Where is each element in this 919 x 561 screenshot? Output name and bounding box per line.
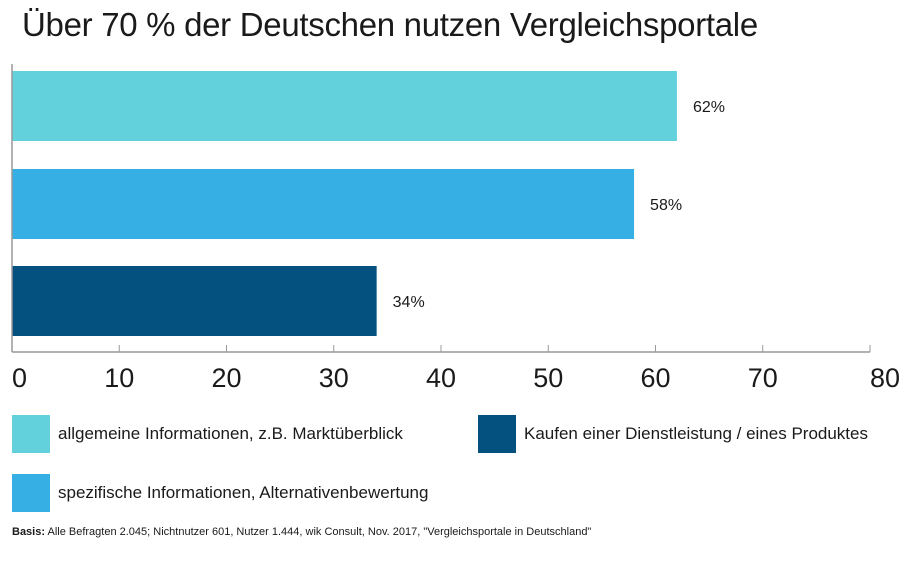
bar-chart: 62% 58% 34% 0 10 20 30 40 50 60 70 80 <box>11 64 900 393</box>
x-tick-label: 30 <box>319 363 349 393</box>
legend-item-spezifische: spezifische Informationen, Alternativenb… <box>12 474 428 512</box>
data-label-3: 34% <box>393 294 425 311</box>
x-tick-label: 70 <box>748 363 778 393</box>
bar-2 <box>12 169 635 239</box>
source-prefix: Basis: <box>12 526 46 538</box>
legend-label: spezifische Informationen, Alternativenb… <box>58 483 429 502</box>
x-tick-label: 0 <box>12 363 27 393</box>
legend-swatch <box>478 415 516 453</box>
x-tick-label: 40 <box>426 363 456 393</box>
legend-item-kaufen: Kaufen einer Dienstleistung / eines Prod… <box>478 415 868 453</box>
chart-title: Über 70 % der Deutschen nutzen Vergleich… <box>22 6 758 43</box>
data-label-2: 58% <box>650 197 682 214</box>
legend-label: Kaufen einer Dienstleistung / eines Prod… <box>524 424 868 443</box>
x-tick-label: 50 <box>533 363 563 393</box>
x-tick-label: 10 <box>104 363 134 393</box>
data-label-1: 62% <box>693 99 725 116</box>
legend-swatch <box>12 474 50 512</box>
legend-item-allgemeine: allgemeine Informationen, z.B. Marktüber… <box>12 415 403 453</box>
x-tick-label: 20 <box>211 363 241 393</box>
legend-swatch <box>12 415 50 453</box>
x-tick-label: 80 <box>870 363 900 393</box>
source-text: Alle Befragten 2.045; Nichtnutzer 601, N… <box>45 526 592 538</box>
x-tick-label: 60 <box>640 363 670 393</box>
bar-3 <box>12 266 377 336</box>
legend-label: allgemeine Informationen, z.B. Marktüber… <box>58 424 403 443</box>
source-note: Basis: Alle Befragten 2.045; Nichtnutzer… <box>12 526 591 538</box>
bar-1 <box>12 71 677 141</box>
